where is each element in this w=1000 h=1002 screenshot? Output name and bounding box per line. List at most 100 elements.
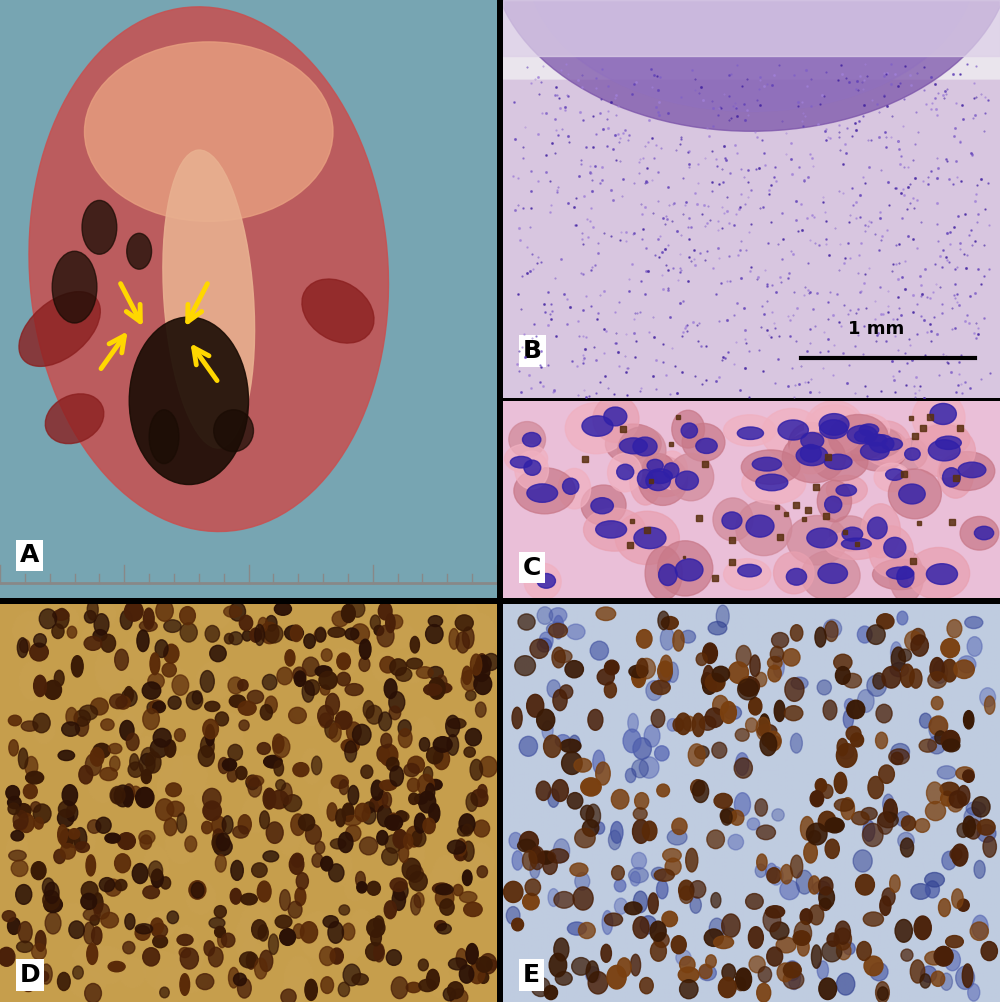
Ellipse shape — [542, 720, 553, 739]
Ellipse shape — [57, 972, 70, 991]
Ellipse shape — [863, 821, 875, 842]
Ellipse shape — [386, 613, 395, 632]
Ellipse shape — [371, 929, 381, 946]
Ellipse shape — [454, 600, 479, 636]
Ellipse shape — [345, 628, 359, 640]
Ellipse shape — [296, 873, 308, 890]
Ellipse shape — [827, 933, 839, 946]
Ellipse shape — [591, 498, 613, 514]
Ellipse shape — [737, 427, 763, 440]
Ellipse shape — [510, 457, 532, 468]
Ellipse shape — [636, 629, 652, 648]
Ellipse shape — [87, 944, 98, 965]
Ellipse shape — [878, 987, 888, 1000]
Ellipse shape — [85, 754, 102, 776]
Ellipse shape — [143, 948, 160, 966]
Ellipse shape — [281, 784, 292, 805]
Ellipse shape — [554, 938, 569, 961]
Ellipse shape — [635, 793, 649, 810]
Ellipse shape — [815, 627, 826, 647]
Ellipse shape — [612, 866, 624, 880]
Ellipse shape — [963, 770, 974, 783]
Ellipse shape — [529, 847, 541, 864]
Ellipse shape — [449, 848, 489, 876]
Ellipse shape — [811, 945, 821, 968]
Ellipse shape — [722, 964, 736, 981]
Ellipse shape — [819, 978, 837, 1000]
Ellipse shape — [163, 150, 255, 448]
Ellipse shape — [660, 627, 674, 650]
Ellipse shape — [970, 922, 988, 941]
Ellipse shape — [888, 469, 941, 519]
Ellipse shape — [264, 756, 282, 769]
Ellipse shape — [958, 462, 986, 478]
Ellipse shape — [770, 922, 789, 940]
Ellipse shape — [74, 710, 90, 726]
Ellipse shape — [319, 671, 337, 689]
Ellipse shape — [16, 885, 32, 905]
Ellipse shape — [120, 720, 134, 740]
Ellipse shape — [415, 794, 428, 805]
Ellipse shape — [767, 947, 783, 966]
Ellipse shape — [35, 931, 46, 951]
Ellipse shape — [876, 704, 892, 722]
Ellipse shape — [518, 840, 535, 852]
Ellipse shape — [718, 977, 736, 998]
Ellipse shape — [935, 730, 946, 744]
Ellipse shape — [21, 721, 38, 731]
Ellipse shape — [954, 660, 974, 678]
Ellipse shape — [406, 827, 422, 847]
Ellipse shape — [290, 625, 302, 641]
Ellipse shape — [607, 965, 626, 989]
Ellipse shape — [553, 615, 564, 639]
Ellipse shape — [942, 659, 957, 682]
Ellipse shape — [260, 704, 272, 720]
Ellipse shape — [736, 968, 752, 991]
Ellipse shape — [167, 802, 184, 817]
Ellipse shape — [850, 733, 864, 746]
Ellipse shape — [690, 897, 701, 913]
Ellipse shape — [765, 731, 781, 750]
Ellipse shape — [625, 769, 636, 783]
Ellipse shape — [116, 696, 130, 709]
Ellipse shape — [273, 734, 284, 754]
Ellipse shape — [370, 615, 380, 630]
Ellipse shape — [860, 443, 889, 460]
Ellipse shape — [588, 972, 608, 994]
Ellipse shape — [402, 859, 421, 880]
Ellipse shape — [34, 633, 46, 647]
Ellipse shape — [413, 716, 437, 757]
Ellipse shape — [380, 744, 398, 766]
Ellipse shape — [404, 834, 413, 849]
Ellipse shape — [709, 918, 725, 940]
Ellipse shape — [852, 812, 869, 825]
Ellipse shape — [617, 464, 634, 480]
Ellipse shape — [369, 797, 384, 812]
Ellipse shape — [675, 559, 703, 581]
Ellipse shape — [819, 414, 849, 435]
Ellipse shape — [640, 978, 653, 994]
Ellipse shape — [588, 709, 603, 730]
Ellipse shape — [548, 889, 559, 907]
Ellipse shape — [776, 937, 796, 953]
Ellipse shape — [895, 920, 912, 942]
Ellipse shape — [857, 428, 902, 457]
Ellipse shape — [351, 624, 369, 644]
Ellipse shape — [45, 912, 61, 934]
Ellipse shape — [395, 812, 409, 822]
Ellipse shape — [345, 740, 357, 763]
Ellipse shape — [284, 795, 302, 812]
Ellipse shape — [446, 715, 460, 736]
Ellipse shape — [714, 936, 734, 949]
Ellipse shape — [320, 685, 330, 695]
Ellipse shape — [539, 632, 553, 649]
Ellipse shape — [884, 537, 906, 558]
Ellipse shape — [186, 691, 203, 709]
Ellipse shape — [758, 967, 772, 982]
Ellipse shape — [884, 799, 897, 823]
Ellipse shape — [980, 687, 996, 706]
Ellipse shape — [255, 624, 264, 645]
Ellipse shape — [377, 625, 394, 647]
Ellipse shape — [880, 896, 891, 916]
Ellipse shape — [447, 734, 459, 756]
